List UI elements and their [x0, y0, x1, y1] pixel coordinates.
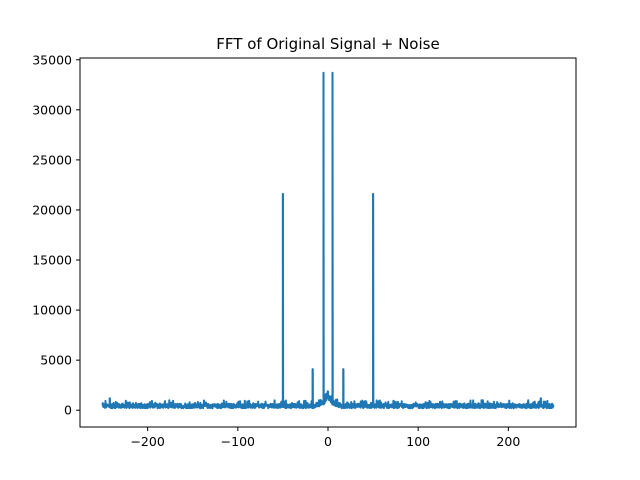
x-axis: −200 −100 0 100 200 — [130, 427, 520, 449]
y-tick-label: 25000 — [32, 152, 72, 167]
y-tick-label: 10000 — [32, 303, 72, 318]
x-tick-label: 100 — [406, 434, 430, 449]
y-tick-label: 35000 — [32, 52, 72, 67]
peak-lines — [108, 72, 542, 406]
y-tick-label: 5000 — [40, 353, 72, 368]
y-tick-label: 30000 — [32, 102, 72, 117]
x-tick-label: 0 — [324, 434, 332, 449]
series-line — [101, 71, 555, 410]
chart-title: FFT of Original Signal + Noise — [216, 35, 439, 53]
y-tick-label: 20000 — [32, 202, 72, 217]
y-tick-label: 15000 — [32, 253, 72, 268]
x-tick-label: 200 — [496, 434, 520, 449]
y-axis: 0 5000 10000 15000 20000 25000 30000 35000 — [32, 52, 80, 418]
x-tick-label: −200 — [130, 434, 164, 449]
y-tick-label: 0 — [64, 403, 72, 418]
x-tick-label: −100 — [221, 434, 255, 449]
